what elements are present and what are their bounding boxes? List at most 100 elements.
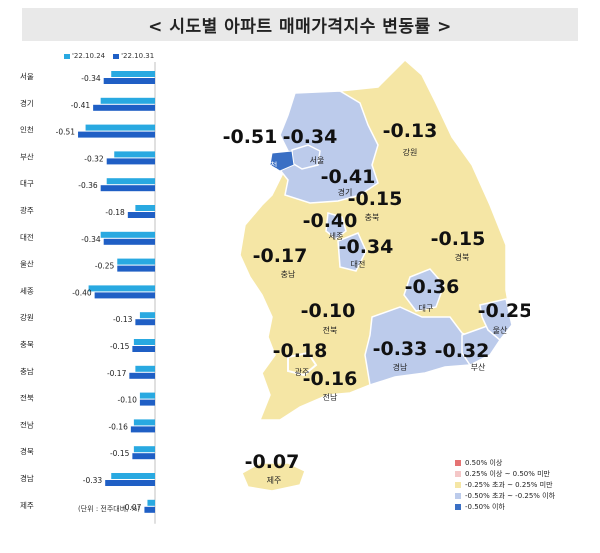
- map-legend-label-3: -0.25% 초과 ~ 0.25% 미만: [465, 480, 553, 489]
- map-value-label: -0.15: [348, 188, 403, 210]
- bar-category-label: 대전: [20, 232, 34, 242]
- bar-curr: [106, 158, 155, 165]
- bar-value-label: -0.15: [110, 342, 130, 351]
- bar-curr: [100, 185, 155, 192]
- map-ulsan: [479, 298, 513, 342]
- bar-category-label: 대구: [20, 179, 34, 188]
- bar-value-label: -0.25: [95, 262, 115, 271]
- bar-prev: [139, 312, 155, 319]
- map-gyeongnam: [364, 306, 479, 386]
- bar-category-label: 경남: [20, 473, 34, 483]
- bar-value-label: -0.13: [113, 315, 133, 324]
- bar-value-label: -0.51: [56, 128, 76, 137]
- map-legend: 0.50% 이상 0.25% 이상 ~ 0.50% 미만 -0.25% 초과 ~…: [455, 457, 555, 512]
- map-region-name: 경기: [338, 187, 353, 197]
- map-region-name: 광주: [295, 367, 310, 377]
- bar-category-label: 세종: [20, 286, 34, 295]
- bar-category-label: 경북: [20, 446, 34, 456]
- map-legend-item-4: -0.50% 초과 ~ -0.25% 이하: [455, 490, 555, 501]
- bar-curr: [103, 78, 155, 84]
- map-region-name: 대전: [351, 259, 366, 269]
- legend-label-2: '22.10.31: [121, 52, 155, 60]
- bar-curr: [117, 265, 155, 272]
- map-legend-swatch-5: [455, 503, 461, 510]
- bar-prev: [106, 178, 155, 185]
- map-legend-item-5: -0.50% 이하: [455, 501, 555, 512]
- bar-curr: [132, 346, 155, 352]
- bar-value-label: -0.10: [118, 396, 138, 405]
- map-value-label: -0.34: [283, 126, 338, 148]
- map-value-label: -0.33: [373, 338, 428, 360]
- bar-category-label: 인천: [20, 125, 34, 135]
- map-sejong: [325, 212, 347, 240]
- map-legend-item-1: 0.50% 이상: [455, 457, 555, 468]
- bar-prev: [133, 419, 155, 426]
- bar-category-label: 울산: [20, 259, 34, 269]
- map-legend-item-2: 0.25% 이상 ~ 0.50% 미만: [455, 468, 555, 479]
- bar-prev: [147, 499, 155, 506]
- bar-prev: [88, 285, 155, 292]
- bar-curr: [129, 372, 155, 379]
- legend-swatch-2: [113, 53, 120, 59]
- map-value-label: -0.41: [321, 166, 376, 188]
- map-legend-swatch-2: [455, 470, 461, 477]
- map-region-name: 울산: [493, 325, 508, 335]
- map-region-name: 강원: [403, 147, 418, 157]
- map-value-label: -0.13: [383, 120, 438, 142]
- map-value-label: -0.34: [339, 236, 394, 258]
- map-value-label: -0.15: [431, 228, 486, 250]
- bar-category-label: 제주: [20, 501, 34, 510]
- map-region-name: 부산: [471, 362, 486, 372]
- bar-value-label: -0.07: [122, 503, 142, 512]
- map-legend-swatch-4: [455, 492, 461, 499]
- map-legend-item-3: -0.25% 초과 ~ 0.25% 미만: [455, 479, 555, 490]
- map-region-name: 제주: [267, 476, 282, 485]
- bar-prev: [117, 258, 155, 265]
- map-region-name: 경남: [393, 362, 408, 372]
- bar-curr: [130, 426, 155, 433]
- map-value-label: -0.25: [478, 300, 530, 322]
- bar-prev: [139, 392, 155, 399]
- bar-curr: [144, 506, 155, 513]
- bar-value-label: -0.33: [83, 476, 103, 485]
- title-bar: < 시도별 아파트 매매가격지수 변동률 >: [22, 8, 578, 41]
- map-region-name: 서울: [310, 156, 325, 165]
- bar-curr: [93, 104, 155, 111]
- map-incheon: [269, 150, 295, 172]
- bar-category-label: 전남: [20, 419, 34, 429]
- bar-prev: [135, 365, 155, 372]
- map-gwangju: [287, 351, 318, 377]
- map-daejeon: [337, 232, 367, 272]
- legend-item-2: '22.10.31: [113, 52, 154, 60]
- bar-category-label: 충남: [20, 367, 34, 376]
- bar-value-label: -0.15: [110, 449, 130, 458]
- bar-value-label: -0.16: [108, 422, 128, 431]
- bar-curr: [94, 292, 155, 299]
- map-legend-label-1: 0.50% 이상: [465, 458, 503, 467]
- bar-prev: [114, 151, 155, 158]
- bar-prev: [111, 473, 155, 479]
- bar-prev: [111, 71, 155, 77]
- map-legend-label-2: 0.25% 이상 ~ 0.50% 미만: [465, 469, 551, 478]
- map-legend-label-4: -0.50% 초과 ~ -0.25% 이하: [465, 491, 556, 500]
- bar-value-label: -0.34: [81, 235, 101, 244]
- map-region-name: 전북: [323, 325, 338, 335]
- bar-legend: '22.10.24 '22.10.31: [64, 52, 154, 60]
- legend-swatch-1: [64, 53, 70, 59]
- map-gyeonggi: [279, 90, 379, 204]
- map-value-label: -0.32: [435, 340, 490, 362]
- bar-curr: [139, 399, 155, 406]
- map-value-label: -0.17: [253, 245, 308, 267]
- bar-category-label: 경기: [20, 98, 34, 108]
- bar-category-label: 광주: [20, 205, 34, 215]
- bar-curr: [103, 238, 155, 245]
- bar-prev: [135, 205, 155, 211]
- map-legend-swatch-3: [455, 481, 461, 488]
- bar-value-label: -0.18: [105, 208, 125, 217]
- bar-category-label: 서울: [20, 72, 34, 81]
- bar-category-label: 부산: [20, 151, 34, 161]
- bar-curr: [135, 319, 155, 326]
- map-value-label: -0.18: [273, 340, 328, 362]
- bar-prev: [100, 97, 155, 104]
